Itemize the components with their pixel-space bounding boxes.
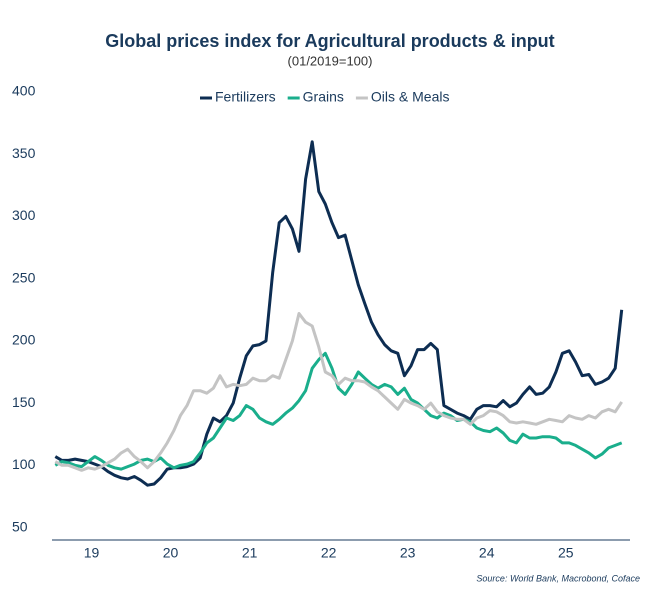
x-tick-label: 24	[479, 545, 495, 561]
chart-title: Global prices index for Agricultural pro…	[105, 31, 554, 51]
legend-label: Fertilizers	[215, 89, 276, 105]
x-tick-label: 23	[400, 545, 416, 561]
y-tick-label: 250	[12, 269, 36, 285]
series-line	[54, 351, 623, 471]
y-tick-label: 400	[12, 83, 36, 99]
y-tick-label: 150	[12, 394, 36, 410]
x-tick-label: 21	[242, 545, 258, 561]
source-note: Source: World Bank, Macrobond, Coface	[476, 573, 640, 583]
chart-subtitle: (01/2019=100)	[288, 53, 373, 68]
y-tick-label: 300	[12, 207, 36, 223]
y-tick-label: 50	[12, 518, 28, 534]
y-tick-label: 350	[12, 145, 36, 161]
series-line	[54, 312, 623, 472]
y-tick-label: 100	[12, 456, 36, 472]
x-tick-label: 20	[163, 545, 179, 561]
legend-label: Grains	[303, 89, 344, 105]
x-tick-label: 25	[558, 545, 574, 561]
series-line	[54, 140, 624, 487]
x-tick-label: 22	[321, 545, 337, 561]
x-tick-label: 19	[84, 545, 100, 561]
y-tick-label: 200	[12, 332, 36, 348]
legend-label: Oils & Meals	[371, 89, 450, 105]
